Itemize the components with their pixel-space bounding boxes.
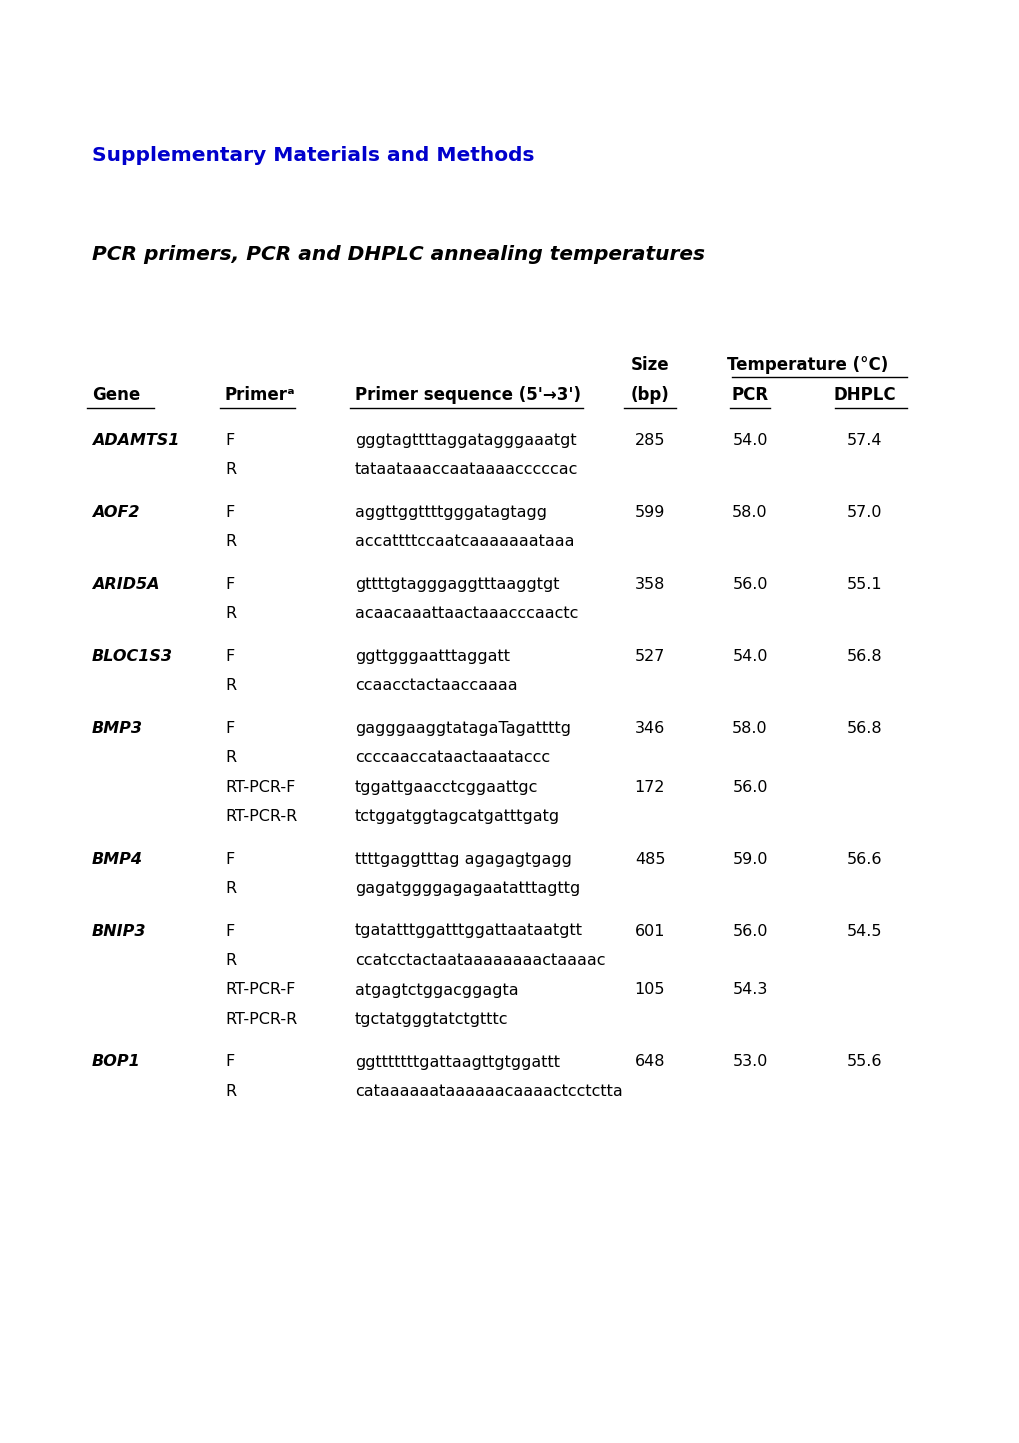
Text: RT-PCR-R: RT-PCR-R [225, 1012, 297, 1027]
Text: F: F [225, 577, 234, 592]
Text: acaacaaattaactaaacccaactc: acaacaaattaactaaacccaactc [355, 606, 578, 620]
Text: 57.0: 57.0 [847, 505, 881, 519]
Text: 485: 485 [634, 851, 664, 866]
Text: RT-PCR-R: RT-PCR-R [225, 810, 297, 824]
Text: 105: 105 [634, 983, 664, 997]
Text: R: R [225, 678, 235, 693]
Text: tgatatttggatttggattaataatgtt: tgatatttggatttggattaataatgtt [355, 924, 583, 938]
Text: R: R [225, 882, 235, 896]
Text: 55.1: 55.1 [847, 577, 882, 592]
Text: gagggaaggtatagaTagattttg: gagggaaggtatagaTagattttg [355, 720, 571, 736]
Text: Supplementary Materials and Methods: Supplementary Materials and Methods [92, 146, 534, 165]
Text: 59.0: 59.0 [732, 851, 767, 866]
Text: ccccaaccataactaaataccc: ccccaaccataactaaataccc [355, 750, 549, 765]
Text: ADAMTS1: ADAMTS1 [92, 433, 179, 447]
Text: 172: 172 [634, 779, 664, 795]
Text: gggtagttttaggatagggaaatgt: gggtagttttaggatagggaaatgt [355, 433, 576, 447]
Text: RT-PCR-F: RT-PCR-F [225, 779, 296, 795]
Text: 648: 648 [634, 1055, 664, 1069]
Text: ccatcctactaataaaaaaaactaaaac: ccatcctactaataaaaaaaactaaaac [355, 952, 605, 968]
Text: 53.0: 53.0 [732, 1055, 767, 1069]
Text: RT-PCR-F: RT-PCR-F [225, 983, 296, 997]
Text: R: R [225, 534, 235, 548]
Text: R: R [225, 462, 235, 478]
Text: 285: 285 [634, 433, 664, 447]
Text: aggttggttttgggatagtagg: aggttggttttgggatagtagg [355, 505, 546, 519]
Text: R: R [225, 606, 235, 620]
Text: accattttccaatcaaaaaaataaa: accattttccaatcaaaaaaataaa [355, 534, 574, 548]
Text: ggtttttttgattaagttgtggattt: ggtttttttgattaagttgtggattt [355, 1055, 559, 1069]
Text: (bp): (bp) [630, 385, 668, 404]
Text: cataaaaaataaaaaacaaaactcctctta: cataaaaaataaaaaacaaaactcctctta [355, 1084, 623, 1100]
Text: 56.8: 56.8 [847, 720, 882, 736]
Text: AOF2: AOF2 [92, 505, 140, 519]
Text: gagatggggagagaatatttagttg: gagatggggagagaatatttagttg [355, 882, 580, 896]
Text: 54.3: 54.3 [732, 983, 767, 997]
Text: tgctatgggtatctgtttc: tgctatgggtatctgtttc [355, 1012, 508, 1027]
Text: 58.0: 58.0 [732, 505, 767, 519]
Text: Size: Size [630, 356, 668, 374]
Text: Primerᵃ: Primerᵃ [225, 385, 296, 404]
Text: ccaacctactaaccaaaa: ccaacctactaaccaaaa [355, 678, 517, 693]
Text: F: F [225, 1055, 234, 1069]
Text: BLOC1S3: BLOC1S3 [92, 648, 173, 664]
Text: F: F [225, 433, 234, 447]
Text: DHPLC: DHPLC [833, 385, 896, 404]
Text: 54.5: 54.5 [847, 924, 881, 938]
Text: F: F [225, 648, 234, 664]
Text: Temperature (°C): Temperature (°C) [727, 356, 888, 374]
Text: 56.0: 56.0 [732, 924, 767, 938]
Text: F: F [225, 851, 234, 866]
Text: PCR primers, PCR and DHPLC annealing temperatures: PCR primers, PCR and DHPLC annealing tem… [92, 245, 704, 264]
Text: R: R [225, 952, 235, 968]
Text: PCR: PCR [731, 385, 767, 404]
Text: tctggatggtagcatgatttgatg: tctggatggtagcatgatttgatg [355, 810, 559, 824]
Text: 57.4: 57.4 [847, 433, 881, 447]
Text: 56.0: 56.0 [732, 779, 767, 795]
Text: BMP4: BMP4 [92, 851, 143, 866]
Text: Gene: Gene [92, 385, 141, 404]
Text: F: F [225, 505, 234, 519]
Text: 55.6: 55.6 [847, 1055, 881, 1069]
Text: 54.0: 54.0 [732, 433, 767, 447]
Text: ARID5A: ARID5A [92, 577, 159, 592]
Text: 601: 601 [634, 924, 664, 938]
Text: F: F [225, 924, 234, 938]
Text: 54.0: 54.0 [732, 648, 767, 664]
Text: R: R [225, 1084, 235, 1100]
Text: 56.0: 56.0 [732, 577, 767, 592]
Text: 358: 358 [634, 577, 664, 592]
Text: tggattgaacctcggaattgc: tggattgaacctcggaattgc [355, 779, 538, 795]
Text: atgagtctggacggagta: atgagtctggacggagta [355, 983, 518, 997]
Text: 346: 346 [634, 720, 664, 736]
Text: 58.0: 58.0 [732, 720, 767, 736]
Text: BOP1: BOP1 [92, 1055, 141, 1069]
Text: R: R [225, 750, 235, 765]
Text: 56.6: 56.6 [847, 851, 881, 866]
Text: BMP3: BMP3 [92, 720, 143, 736]
Text: gttttgtagggaggtttaaggtgt: gttttgtagggaggtttaaggtgt [355, 577, 559, 592]
Text: BNIP3: BNIP3 [92, 924, 147, 938]
Text: 56.8: 56.8 [847, 648, 882, 664]
Text: F: F [225, 720, 234, 736]
Text: Primer sequence (5'→3'): Primer sequence (5'→3') [355, 385, 581, 404]
Text: 527: 527 [634, 648, 664, 664]
Text: ttttgaggtttag agagagtgagg: ttttgaggtttag agagagtgagg [355, 851, 572, 866]
Text: 599: 599 [634, 505, 664, 519]
Text: ggttgggaatttaggatt: ggttgggaatttaggatt [355, 648, 510, 664]
Text: tataataaaccaataaaacccccac: tataataaaccaataaaacccccac [355, 462, 578, 478]
